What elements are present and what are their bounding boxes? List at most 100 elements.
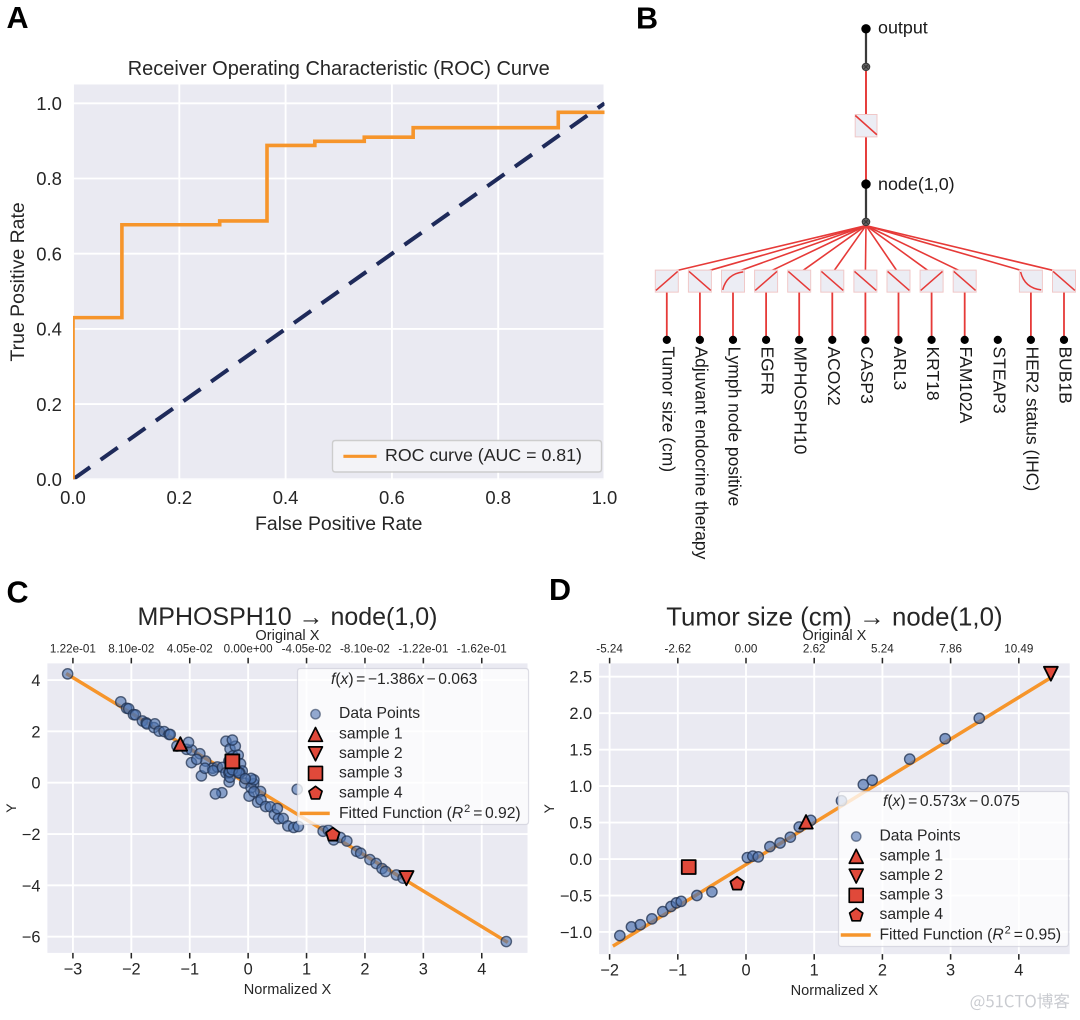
svg-text:Tumor size (cm): Tumor size (cm) xyxy=(658,346,678,472)
svg-text:f x x (: f x x ( ) = 0 . 5 7 3 − 0 . 0 7 5 xyxy=(883,786,1020,811)
svg-text:8.10e-02: 8.10e-02 xyxy=(108,643,154,656)
svg-text:4.05e-02: 4.05e-02 xyxy=(167,643,213,656)
svg-text:1: 1 xyxy=(810,962,819,980)
svg-text:-2.62: -2.62 xyxy=(665,643,692,656)
svg-text:output: output xyxy=(878,17,928,37)
svg-text:False Positive Rate: False Positive Rate xyxy=(255,513,422,535)
svg-text:0.4: 0.4 xyxy=(273,487,299,508)
svg-text:MPHOSPH10 → node(1,0): MPHOSPH10 → node(1,0) xyxy=(137,603,437,631)
svg-text:−2: −2 xyxy=(122,960,141,978)
svg-text:−1: −1 xyxy=(180,960,199,978)
svg-text:0.00: 0.00 xyxy=(735,643,758,656)
svg-text:1.0: 1.0 xyxy=(569,778,592,796)
svg-text:Original X: Original X xyxy=(802,628,866,644)
svg-text:0.2: 0.2 xyxy=(36,394,62,415)
svg-text:−6: −6 xyxy=(22,929,41,947)
svg-text:−2: −2 xyxy=(600,962,619,980)
svg-text:1.22e-01: 1.22e-01 xyxy=(50,643,96,656)
svg-text:4: 4 xyxy=(1014,962,1023,980)
svg-text:sample 1: sample 1 xyxy=(879,847,943,864)
svg-text:sample 4: sample 4 xyxy=(339,784,403,801)
svg-text:0.00e+00: 0.00e+00 xyxy=(224,643,273,656)
svg-text:F i t t: F i t t e d F u n c t i o n ( = 0 . 9 2 … xyxy=(339,798,527,823)
svg-text:−0.5: −0.5 xyxy=(560,887,592,905)
svg-text:0.2: 0.2 xyxy=(166,487,192,508)
svg-text:−3: −3 xyxy=(64,960,83,978)
svg-text:BUB1B: BUB1B xyxy=(1055,347,1075,404)
svg-text:KRT18: KRT18 xyxy=(923,346,943,400)
svg-text:ACOX2: ACOX2 xyxy=(824,347,844,406)
svg-text:Normalized X: Normalized X xyxy=(244,982,332,998)
svg-text:1.0: 1.0 xyxy=(592,487,618,508)
svg-text:5.24: 5.24 xyxy=(871,643,894,656)
svg-text:ROC curve (AUC = 0.81): ROC curve (AUC = 0.81) xyxy=(385,445,582,465)
svg-text:-1.62e-01: -1.62e-01 xyxy=(457,643,507,656)
svg-text:node(1,0): node(1,0) xyxy=(878,174,955,194)
svg-text:−2: −2 xyxy=(22,826,41,844)
svg-text:True Positive Rate: True Positive Rate xyxy=(7,202,29,361)
svg-text:sample 3: sample 3 xyxy=(879,886,943,903)
svg-text:-1.22e-01: -1.22e-01 xyxy=(398,643,448,656)
svg-text:ARL3: ARL3 xyxy=(890,346,910,390)
svg-text:0.0: 0.0 xyxy=(60,487,86,508)
svg-text:STEAP3: STEAP3 xyxy=(989,347,1009,414)
svg-text:2.5: 2.5 xyxy=(569,669,592,687)
svg-text:HER2 status (IHC): HER2 status (IHC) xyxy=(1022,346,1042,491)
svg-text:1.5: 1.5 xyxy=(569,742,592,760)
svg-text:-8.10e-02: -8.10e-02 xyxy=(340,643,390,656)
svg-text:Adjuvant endocrine therapy: Adjuvant endocrine therapy xyxy=(691,347,711,560)
svg-text:4: 4 xyxy=(477,960,486,978)
svg-text:sample 2: sample 2 xyxy=(879,867,943,884)
svg-text:−4: −4 xyxy=(22,877,41,895)
svg-text:D: D xyxy=(549,573,571,607)
svg-text:2: 2 xyxy=(31,723,40,741)
svg-text:2: 2 xyxy=(878,962,887,980)
svg-text:0.8: 0.8 xyxy=(485,487,511,508)
svg-text:10.49: 10.49 xyxy=(1004,643,1033,656)
svg-text:3: 3 xyxy=(946,962,955,980)
svg-text:Lymph node positive: Lymph node positive xyxy=(724,347,744,507)
svg-text:Original X: Original X xyxy=(255,628,319,644)
svg-text:f x x (: f x x ( ) = − 1 . 3 8 6 − 0 . 0 6 3 xyxy=(331,664,478,689)
svg-text:sample 1: sample 1 xyxy=(339,725,403,742)
svg-text:Y: Y xyxy=(541,804,557,813)
svg-text:2.62: 2.62 xyxy=(803,643,826,656)
svg-text:Data Points: Data Points xyxy=(879,828,960,845)
svg-text:0.6: 0.6 xyxy=(379,487,405,508)
svg-text:sample 2: sample 2 xyxy=(339,745,403,762)
svg-text:7.86: 7.86 xyxy=(939,643,962,656)
svg-text:0.6: 0.6 xyxy=(36,243,62,264)
svg-text:A: A xyxy=(7,1,29,35)
svg-text:sample 4: sample 4 xyxy=(879,906,943,923)
svg-text:1: 1 xyxy=(302,960,311,978)
svg-text:0: 0 xyxy=(741,962,750,980)
svg-text:Tumor size (cm) → node(1,0): Tumor size (cm) → node(1,0) xyxy=(666,604,1002,632)
svg-text:0.0: 0.0 xyxy=(36,469,62,490)
svg-text:Normalized X: Normalized X xyxy=(791,983,879,999)
svg-text:4: 4 xyxy=(31,672,40,690)
svg-text:Receiver Operating Characteris: Receiver Operating Characteristic (ROC) … xyxy=(128,58,550,80)
svg-text:0.8: 0.8 xyxy=(36,168,62,189)
svg-text:Y: Y xyxy=(3,804,19,813)
svg-text:CASP3: CASP3 xyxy=(857,347,877,404)
svg-text:sample 3: sample 3 xyxy=(339,764,403,781)
svg-text:2: 2 xyxy=(360,960,369,978)
svg-text:−1: −1 xyxy=(668,962,687,980)
svg-text:1.0: 1.0 xyxy=(36,93,62,114)
svg-text:−1.0: −1.0 xyxy=(560,924,592,942)
svg-text:F i t t: F i t t e d F u n c t i o n ( = 0 . 9 5 … xyxy=(879,919,1067,944)
svg-text:C: C xyxy=(7,576,29,610)
svg-text:0: 0 xyxy=(244,960,253,978)
svg-text:-4.05e-02: -4.05e-02 xyxy=(282,643,332,656)
svg-text:EGFR: EGFR xyxy=(758,347,778,396)
svg-text:B: B xyxy=(636,2,658,36)
svg-text:0.5: 0.5 xyxy=(569,815,592,833)
svg-text:0.0: 0.0 xyxy=(569,851,592,869)
svg-text:Data Points: Data Points xyxy=(339,705,420,722)
svg-text:-5.24: -5.24 xyxy=(596,643,623,656)
svg-text:3: 3 xyxy=(419,960,428,978)
svg-text:FAM102A: FAM102A xyxy=(956,347,976,424)
svg-text:0.4: 0.4 xyxy=(36,319,62,340)
svg-text:MPHOSPH10: MPHOSPH10 xyxy=(791,346,811,454)
svg-text:2.0: 2.0 xyxy=(569,705,592,723)
